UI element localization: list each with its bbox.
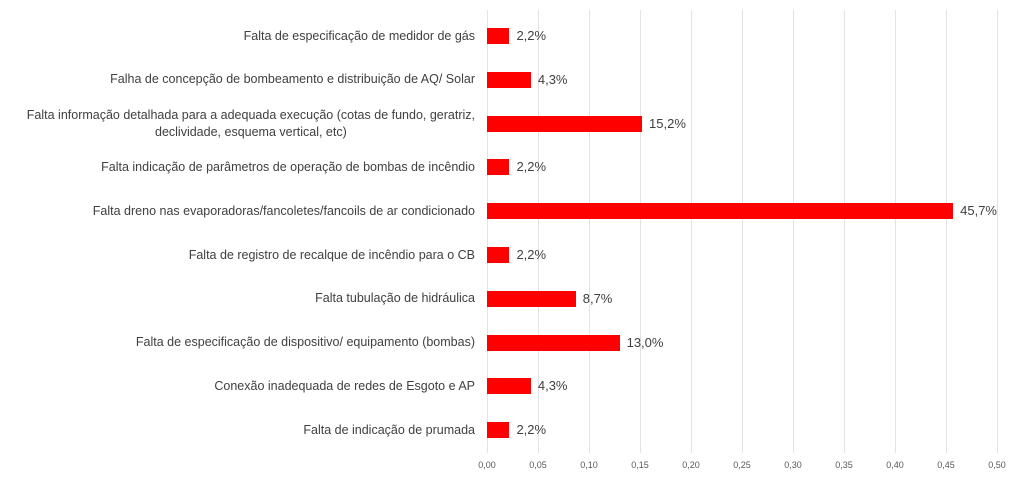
x-tick-label: 0,50 bbox=[988, 460, 1006, 470]
gridline bbox=[895, 10, 896, 453]
data-label: 8,7% bbox=[582, 290, 613, 306]
gridline bbox=[640, 10, 641, 453]
x-tick-label: 0,00 bbox=[478, 460, 496, 470]
category-label: Falta de especificação de medidor de gás bbox=[244, 16, 475, 56]
category-label: Falta indicação de parâmetros de operaçã… bbox=[101, 147, 475, 187]
bar bbox=[487, 203, 954, 220]
category-label: Falta de especificação de dispositivo/ e… bbox=[136, 323, 475, 363]
x-tick-label: 0,15 bbox=[631, 460, 649, 470]
x-tick-label: 0,20 bbox=[682, 460, 700, 470]
category-label-text: Falta tubulação de hidráulica bbox=[315, 291, 475, 306]
data-label: 2,2% bbox=[516, 159, 547, 175]
gridline bbox=[691, 10, 692, 453]
category-label: Falha de concepção de bombeamento e dist… bbox=[110, 60, 475, 100]
category-label-text: Falta indicação de parâmetros de operaçã… bbox=[101, 159, 475, 174]
category-label: Falta de registro de recalque de incêndi… bbox=[189, 235, 475, 275]
data-label: 45,7% bbox=[960, 203, 997, 219]
data-label: 2,2% bbox=[516, 28, 547, 43]
data-label: 2,2% bbox=[516, 247, 547, 262]
category-label-text: Falta de registro de recalque de incêndi… bbox=[188, 247, 475, 262]
category-label-text: Falta informação detalhada para a adequa… bbox=[26, 107, 475, 139]
x-tick-label: 0,45 bbox=[937, 460, 955, 470]
gridline bbox=[844, 10, 845, 453]
category-label-text: Falta de indicação de prumada bbox=[303, 422, 475, 437]
bar bbox=[487, 334, 620, 351]
category-label: Conexão inadequada de redes de Esgoto e … bbox=[214, 366, 475, 406]
category-label-text: Falta de especificação de medidor de gás bbox=[243, 28, 475, 43]
data-label: 13,0% bbox=[626, 334, 664, 350]
bar bbox=[487, 28, 510, 44]
x-tick-label: 0,30 bbox=[784, 460, 802, 470]
bar bbox=[487, 378, 531, 395]
category-label: Falta informação detalhada para a adequa… bbox=[27, 104, 475, 144]
category-label: Falta tubulação de hidráulica bbox=[315, 279, 475, 319]
gridline bbox=[487, 10, 488, 453]
bar bbox=[487, 71, 531, 88]
x-tick-label: 0,10 bbox=[580, 460, 598, 470]
gridline bbox=[538, 10, 539, 453]
data-label: 15,2% bbox=[649, 115, 686, 131]
bar bbox=[487, 422, 510, 439]
gridline bbox=[742, 10, 743, 453]
x-tick-label: 0,05 bbox=[529, 460, 547, 470]
gridline bbox=[997, 10, 998, 453]
gridline bbox=[589, 10, 590, 453]
category-label-text: Conexão inadequada de redes de Esgoto e … bbox=[214, 378, 475, 393]
data-label: 4,3% bbox=[537, 378, 568, 394]
category-label-text: Falta de especificação de dispositivo/ e… bbox=[135, 335, 475, 350]
x-tick-label: 0,25 bbox=[733, 460, 751, 470]
bar bbox=[487, 115, 643, 132]
x-tick-label: 0,40 bbox=[886, 460, 904, 470]
category-label-text: Falha de concepção de bombeamento e dist… bbox=[110, 72, 475, 87]
category-label: Falta dreno nas evaporadoras/fancoletes/… bbox=[93, 191, 475, 231]
category-label: Falta de indicação de prumada bbox=[303, 410, 475, 450]
gridline bbox=[793, 10, 794, 453]
category-label-text: Falta dreno nas evaporadoras/fancoletes/… bbox=[92, 203, 475, 218]
gridline bbox=[946, 10, 947, 453]
data-label: 4,3% bbox=[537, 71, 568, 87]
data-label: 2,2% bbox=[516, 422, 547, 438]
bar bbox=[487, 247, 510, 263]
bar bbox=[487, 290, 576, 307]
bar bbox=[487, 159, 510, 176]
x-tick-label: 0,35 bbox=[835, 460, 853, 470]
